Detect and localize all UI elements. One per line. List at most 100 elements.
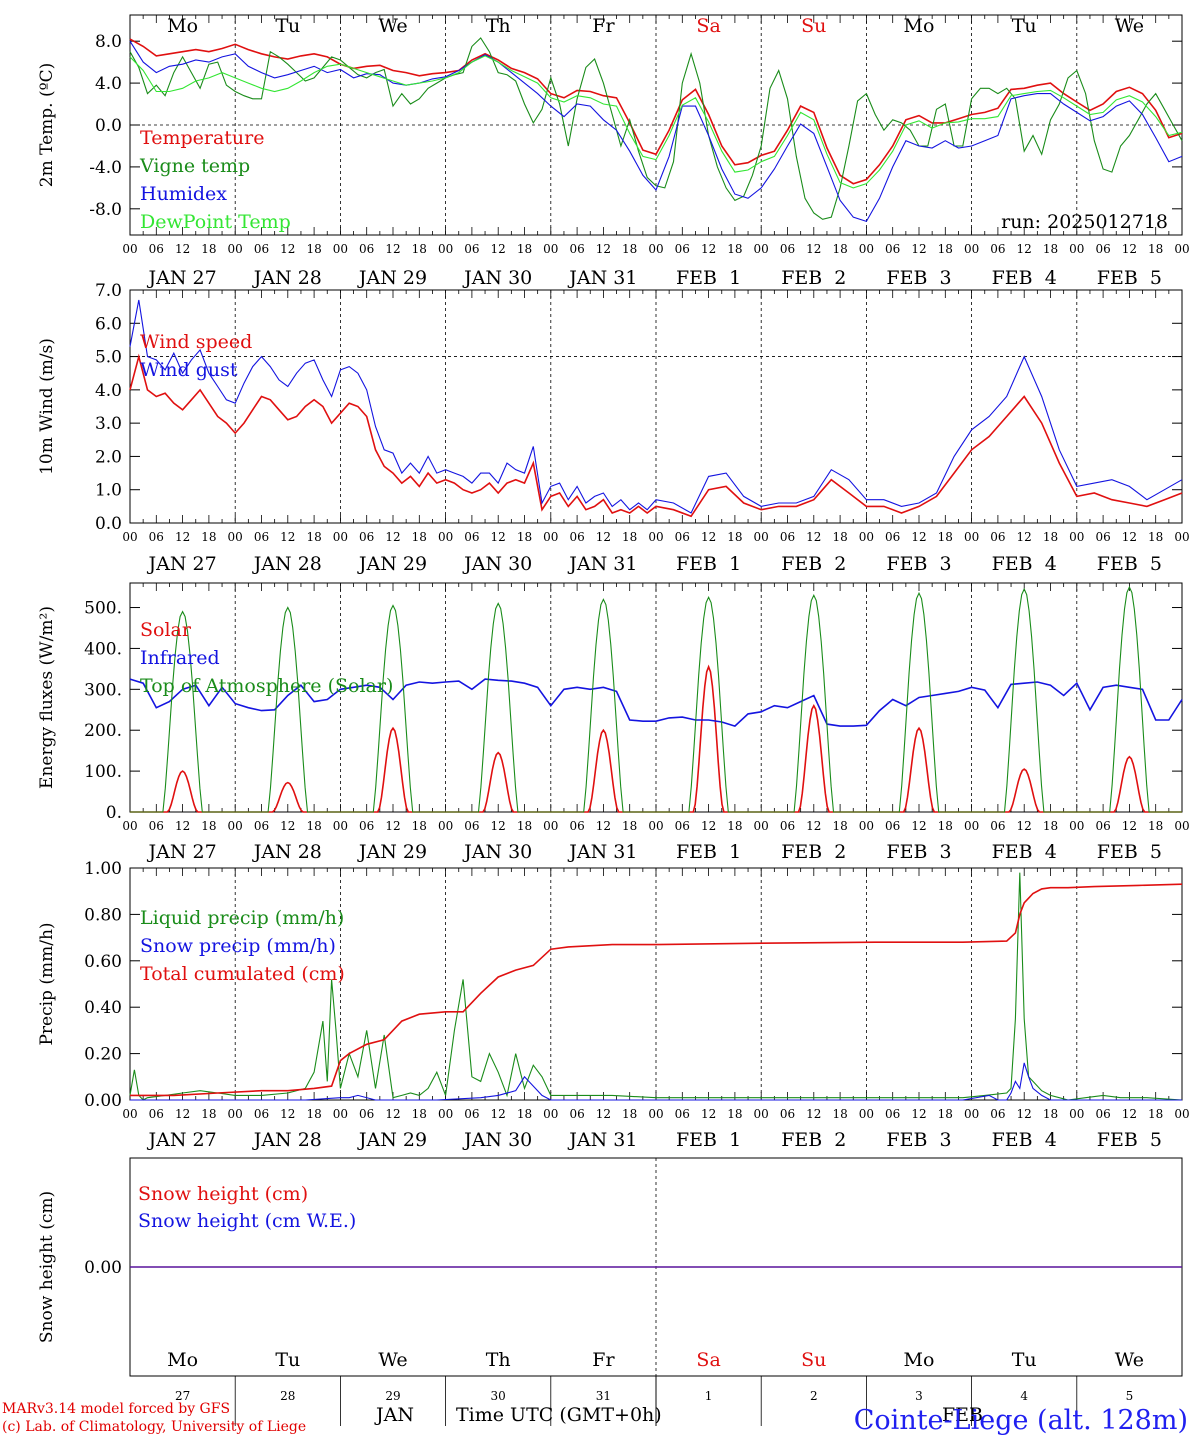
day-name: Sa bbox=[696, 1349, 720, 1371]
x-tick-label: 06 bbox=[359, 242, 374, 256]
date-label: JAN 27 bbox=[147, 553, 217, 575]
legend-entry: Liquid precip (mm/h) bbox=[140, 907, 344, 929]
date-label: FEB 3 bbox=[886, 267, 951, 289]
date-label: FEB 1 bbox=[676, 553, 741, 575]
x-tick-label: 12 bbox=[491, 242, 506, 256]
x-tick-label: 00 bbox=[648, 1107, 663, 1121]
date-label: JAN 29 bbox=[357, 267, 427, 289]
date-label: JAN 31 bbox=[567, 1129, 637, 1151]
y-tick-label: 1.00 bbox=[84, 859, 122, 879]
day-name: Mo bbox=[167, 1349, 198, 1371]
y-tick-label: 7.0 bbox=[95, 281, 122, 301]
y-tick-label: 5.0 bbox=[95, 348, 122, 368]
series-line-top-of-atmosphere-solar bbox=[130, 585, 1182, 813]
x-tick-label: 06 bbox=[254, 242, 269, 256]
x-tick-label: 06 bbox=[990, 1107, 1005, 1121]
x-tick-label: 00 bbox=[228, 530, 243, 544]
month-feb-label: FEB bbox=[942, 1404, 984, 1426]
x-tick-label: 12 bbox=[596, 1107, 611, 1121]
x-tick-label: 12 bbox=[701, 819, 716, 833]
x-tick-label: 18 bbox=[201, 530, 216, 544]
y-tick-label: 4.0 bbox=[95, 74, 122, 94]
x-tick-label: 06 bbox=[149, 1107, 164, 1121]
x-tick-label: 00 bbox=[964, 1107, 979, 1121]
x-tick-label: 18 bbox=[517, 242, 532, 256]
x-tick-label: 18 bbox=[412, 530, 427, 544]
x-tick-label: 06 bbox=[780, 819, 795, 833]
y-tick-label: 0.40 bbox=[84, 998, 122, 1018]
x-tick-label: 06 bbox=[569, 242, 584, 256]
day-name: Fr bbox=[592, 15, 615, 37]
y-tick-label: 8.0 bbox=[95, 32, 122, 52]
x-tick-label: 18 bbox=[306, 1107, 321, 1121]
date-label: JAN 28 bbox=[252, 1129, 322, 1151]
y-tick-label: -4.0 bbox=[89, 158, 122, 178]
series-line-humidex bbox=[129, 40, 1183, 223]
x-tick-label: 12 bbox=[701, 1107, 716, 1121]
x-tick-label: 18 bbox=[938, 1107, 953, 1121]
panel-2 bbox=[129, 289, 1183, 524]
x-tick-label: 12 bbox=[385, 819, 400, 833]
date-label: JAN 30 bbox=[462, 267, 532, 289]
date-label: FEB 3 bbox=[886, 1129, 951, 1151]
station-label: Cointe-Liege (alt. 128m) bbox=[853, 1405, 1188, 1436]
x-tick-label: 00 bbox=[122, 819, 137, 833]
x-tick-label: 06 bbox=[149, 242, 164, 256]
day-name: Sa bbox=[696, 15, 720, 37]
day-name: Tu bbox=[1012, 1349, 1037, 1371]
x-tick-label: 00 bbox=[333, 819, 348, 833]
x-tick-label: 00 bbox=[859, 242, 874, 256]
x-tick-label: 06 bbox=[254, 819, 269, 833]
x-tick-label: 00 bbox=[333, 530, 348, 544]
y-tick-label: 0. bbox=[106, 803, 122, 823]
series-line-infrared bbox=[129, 678, 1183, 728]
x-tick-label: 18 bbox=[412, 819, 427, 833]
date-label: FEB 4 bbox=[992, 841, 1057, 863]
series-line-dewpoint-temp bbox=[129, 55, 1183, 189]
legend-entry: Wind gust bbox=[140, 359, 238, 381]
x-tick-label: 18 bbox=[201, 242, 216, 256]
x-tick-label: 18 bbox=[938, 530, 953, 544]
x-tick-label: 18 bbox=[1148, 1107, 1163, 1121]
x-tick-label: 18 bbox=[1043, 242, 1058, 256]
x-tick-label: 06 bbox=[149, 530, 164, 544]
x-tick-label: 12 bbox=[596, 530, 611, 544]
x-tick-label: 18 bbox=[727, 1107, 742, 1121]
day-name: Mo bbox=[904, 15, 935, 37]
x-tick-label: 06 bbox=[780, 242, 795, 256]
x-tick-label: 00 bbox=[859, 530, 874, 544]
y-axis-label: Precip (mm/h) bbox=[37, 922, 57, 1045]
y-tick-label: 2.0 bbox=[95, 447, 122, 467]
x-tick-label: 18 bbox=[306, 819, 321, 833]
y-tick-label: 0.80 bbox=[84, 905, 122, 925]
x-tick-label: 18 bbox=[622, 530, 637, 544]
date-label: FEB 4 bbox=[992, 267, 1057, 289]
y-tick-label: 100. bbox=[84, 762, 122, 782]
date-label: JAN 30 bbox=[462, 841, 532, 863]
x-tick-label: 00 bbox=[648, 242, 663, 256]
x-tick-label: 06 bbox=[569, 530, 584, 544]
x-tick-label: 18 bbox=[306, 242, 321, 256]
date-label: FEB 3 bbox=[886, 553, 951, 575]
legend-entry: Snow precip (mm/h) bbox=[140, 935, 336, 957]
panel-4 bbox=[129, 867, 1183, 1101]
date-label: FEB 2 bbox=[781, 841, 846, 863]
x-tick-label: 18 bbox=[306, 530, 321, 544]
date-label: FEB 4 bbox=[992, 1129, 1057, 1151]
x-tick-label: 12 bbox=[175, 530, 190, 544]
day-name: Tu bbox=[275, 15, 300, 37]
x-tick-label: 00 bbox=[1069, 1107, 1084, 1121]
series-line-temperature bbox=[129, 38, 1183, 185]
day-name: Tu bbox=[1012, 15, 1037, 37]
x-tick-label: 00 bbox=[438, 819, 453, 833]
legend-entry: Total cumulated (cm) bbox=[140, 963, 345, 985]
legend-entry: DewPoint Temp bbox=[140, 211, 291, 233]
legend-entry: Solar bbox=[140, 619, 192, 641]
day-name: We bbox=[1115, 1349, 1144, 1371]
x-tick-label: 12 bbox=[385, 1107, 400, 1121]
y-tick-label: 0.00 bbox=[84, 1258, 122, 1278]
y-tick-label: -8.0 bbox=[89, 200, 122, 220]
date-label: JAN 27 bbox=[147, 841, 217, 863]
date-label: FEB 2 bbox=[781, 1129, 846, 1151]
x-tick-label: 06 bbox=[780, 530, 795, 544]
